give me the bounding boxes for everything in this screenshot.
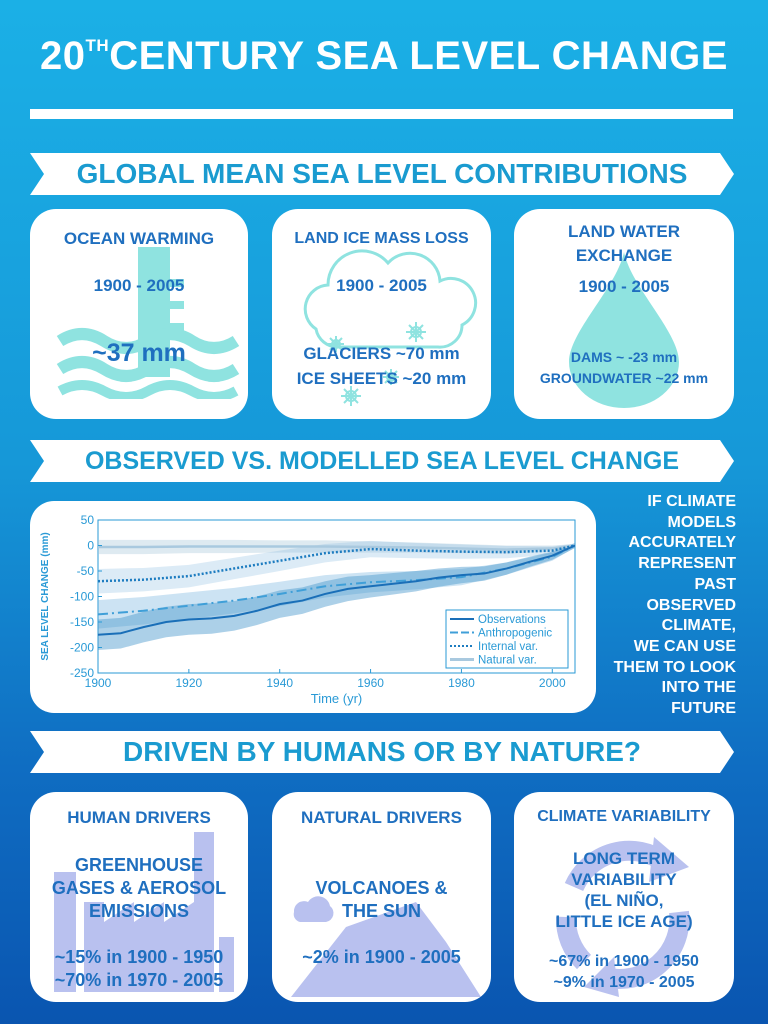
card-body-line: GASES & AEROSOL [51, 878, 227, 898]
legend-label: Natural var. [478, 655, 537, 667]
volcano-icon [291, 896, 481, 997]
card-human-drivers: HUMAN DRIVERS GREENHOUSE GASES & AEROSOL… [30, 792, 248, 1002]
card-title-line1: LAND WATER [567, 222, 681, 241]
series-line [98, 544, 576, 551]
card-stat: ~67% in 1900 - 1950 [549, 953, 699, 970]
thermometer-waves-icon [56, 247, 240, 399]
y-tick-label: 50 [81, 513, 95, 527]
card-title-line2: EXCHANGE [575, 246, 673, 265]
series-line [97, 544, 576, 616]
x-tick-label: 1920 [176, 676, 203, 690]
card-ocean-warming: OCEAN WARMING 1900 - 2005 ~37 mm [30, 209, 248, 419]
card-stat: ~70% in 1970 - 2005 [54, 970, 224, 990]
title-divider [30, 109, 733, 119]
card-body-line: EMISSIONS [88, 901, 190, 921]
y-tick-label: -100 [70, 590, 94, 604]
side-note-line: PAST [694, 575, 736, 593]
card-climate-variability: CLIMATE VARIABILITY LONG TERM VARIABILIT… [514, 792, 734, 1002]
uncertainty-band [98, 540, 575, 594]
card-value: ~37 mm [92, 339, 186, 367]
card-ice-sheets: ICE SHEETS ~20 mm [296, 369, 467, 388]
side-note-line: WE CAN USE [633, 637, 736, 655]
y-axis-label: SEA LEVEL CHANGE (mm) [40, 532, 51, 660]
side-note-line: MODELS [667, 513, 736, 531]
sea-level-chart: 1900 1920 1940 1960 1980 2000 50 0 -50 -100 -150 -2… [40, 513, 576, 706]
card-title: OCEAN WARMING [63, 229, 215, 248]
card-title: NATURAL DRIVERS [301, 808, 462, 827]
card-dams: DAMS ~ -23 mm [570, 349, 678, 365]
card-stat: ~2% in 1900 - 2005 [302, 947, 461, 967]
legend-label: Internal var. [478, 641, 538, 653]
side-note-line: IF CLIMATE [647, 493, 736, 510]
side-note: IF CLIMATE MODELS ACCURATELY REPRESENT P… [596, 492, 736, 720]
y-tick-label: 0 [87, 539, 94, 553]
card-stat: ~15% in 1900 - 1950 [54, 947, 224, 967]
x-tick-label: 2000 [539, 676, 566, 690]
side-note-line: OBSERVED [646, 596, 736, 614]
section-banner-drivers: DRIVEN BY HUMANS OR BY NATURE? [30, 731, 734, 773]
side-note-line: FUTURE [671, 700, 736, 718]
x-tick-label: 1960 [357, 676, 384, 690]
card-body-line: LITTLE ICE AGE) [555, 912, 693, 931]
card-title: HUMAN DRIVERS [67, 808, 211, 827]
card-land-water: LAND WATER EXCHANGE 1900 - 2005 DAMS ~ -… [514, 209, 734, 419]
card-period: 1900 - 2005 [578, 277, 670, 296]
card-title: LAND ICE MASS LOSS [294, 230, 469, 247]
section-banner-contributions: GLOBAL MEAN SEA LEVEL CONTRIBUTIONS [30, 153, 734, 195]
card-body-line: LONG TERM [573, 849, 675, 868]
card-period: 1900 - 2005 [336, 276, 427, 295]
card-natural-drivers: NATURAL DRIVERS VOLCANOES & THE SUN ~2% … [272, 792, 491, 1002]
side-note-line: ACCURATELY [628, 534, 736, 552]
x-tick-label: 1940 [266, 676, 293, 690]
x-tick-label: 1900 [85, 676, 112, 690]
chart-card: 1900 1920 1940 1960 1980 2000 50 0 -50 -100 -150 -2… [30, 501, 596, 713]
y-tick-label: -150 [70, 615, 94, 629]
x-axis-label: Time (yr) [311, 691, 363, 706]
card-body-line: (EL NIÑO, [584, 891, 664, 910]
card-glaciers: GLACIERS ~70 mm [303, 344, 460, 363]
series-line [97, 544, 576, 636]
card-period: 1900 - 2005 [93, 276, 185, 295]
card-title: CLIMATE VARIABILITY [537, 808, 711, 825]
factory-icon [54, 832, 234, 992]
card-body-line: VARIABILITY [571, 870, 677, 889]
section-title: DRIVEN BY HUMANS OR BY NATURE? [122, 736, 642, 767]
side-note-line: INTO THE [661, 679, 736, 697]
section-title: GLOBAL MEAN SEA LEVEL CONTRIBUTIONS [76, 158, 688, 189]
page-title: 20THCENTURY SEA LEVEL CHANGE [40, 34, 728, 78]
card-stat: ~9% in 1970 - 2005 [553, 974, 695, 991]
y-tick-label: -200 [70, 641, 94, 655]
x-tick-label: 1980 [448, 676, 475, 690]
water-drop-icon [569, 252, 679, 408]
side-note-line: REPRESENT [638, 555, 736, 573]
y-tick-label: -250 [70, 666, 94, 680]
section-banner-observed: OBSERVED VS. MODELLED SEA LEVEL CHANGE [30, 440, 734, 482]
side-note-line: CLIMATE, [661, 617, 736, 635]
y-tick-label: -50 [77, 564, 95, 578]
legend-label: Observations [478, 614, 546, 626]
card-land-ice: LAND ICE MASS LOSS 1900 - 2005 GLACIERS … [272, 209, 491, 419]
card-body-line: THE SUN [341, 901, 421, 921]
cloud-snowflake-icon [303, 249, 478, 406]
section-title: OBSERVED VS. MODELLED SEA LEVEL CHANGE [84, 447, 680, 475]
card-body-line: VOLCANOES & [315, 878, 448, 898]
card-groundwater: GROUNDWATER ~22 mm [539, 370, 709, 386]
card-body-line: GREENHOUSE [74, 855, 204, 875]
cycle-arrows-icon [555, 837, 690, 997]
uncertainty-band [98, 542, 575, 651]
legend-label: Anthropogenic [478, 628, 552, 640]
series-line [97, 544, 576, 583]
side-note-line: THEM TO LOOK [613, 658, 736, 676]
